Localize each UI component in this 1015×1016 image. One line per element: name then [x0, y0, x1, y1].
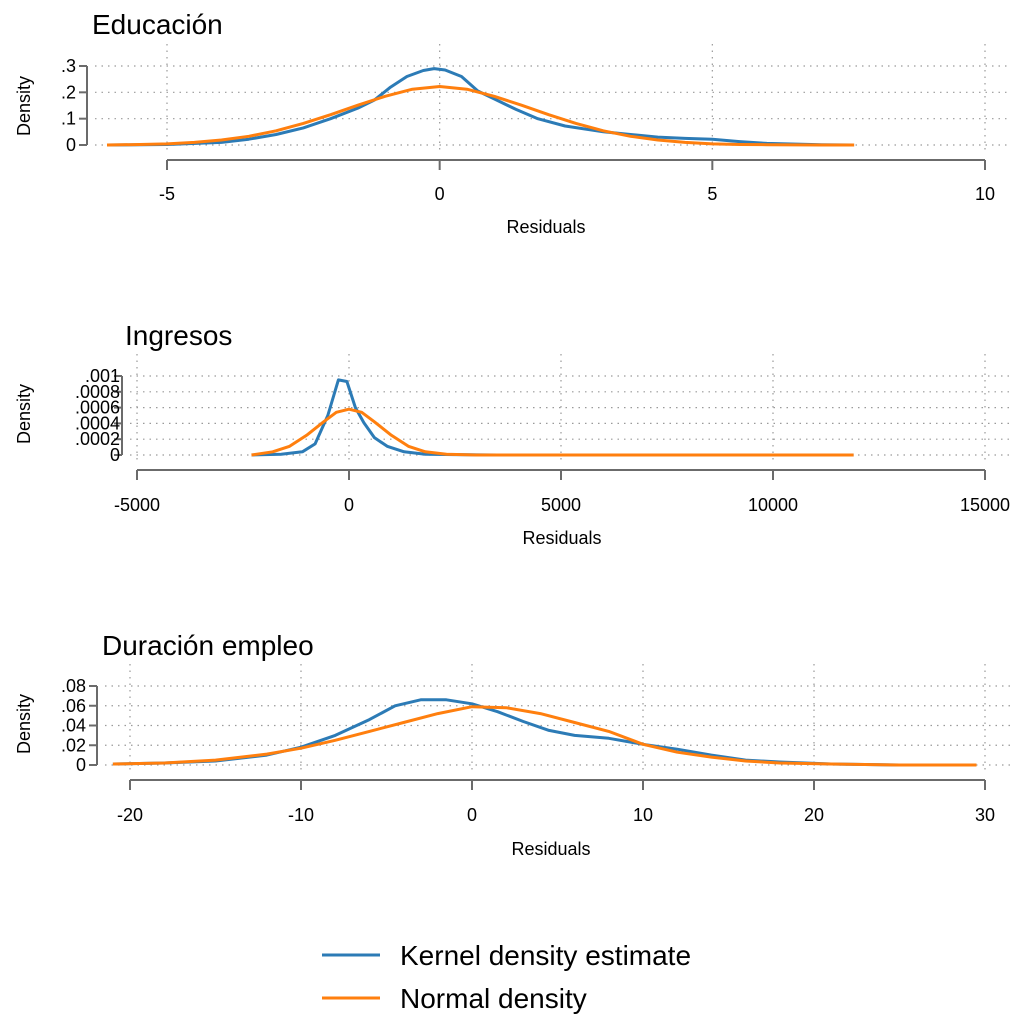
y-tick-label: .08 [61, 676, 86, 696]
y-tick-label: .02 [61, 735, 86, 755]
x-tick-label: 0 [344, 495, 354, 515]
series-line-kernel [251, 378, 854, 457]
x-axis-label: Residuals [522, 528, 601, 548]
y-tick-label: .06 [61, 696, 86, 716]
x-axis-label: Residuals [511, 839, 590, 859]
x-tick-label: 5 [707, 184, 717, 204]
panel-duracion-empleo: Duración empleo Density Residuals -20 -10… [14, 630, 1010, 859]
y-tick-label: 0 [76, 755, 86, 775]
y-axis-label: Density [14, 76, 34, 136]
panel-educacion: Educación Density Residuals -5 0 5 10 0 .1 .2.… [14, 9, 1010, 237]
y-tick-label: 0 [66, 135, 76, 155]
legend-label-kernel: Kernel density estimate [400, 940, 691, 971]
x-tick-label: 0 [467, 805, 477, 825]
panel-title: Ingresos [125, 320, 232, 351]
series-line-kernel [106, 67, 855, 147]
y-tick-label: .3 [61, 56, 76, 76]
y-axis-label: Density [14, 694, 34, 754]
y-tick-label: .0002 [75, 429, 120, 449]
y-tick-label: 0 [110, 445, 120, 465]
series-line-normal [112, 705, 977, 767]
x-tick-label: 5000 [541, 495, 581, 515]
series-line-kernel [112, 698, 977, 767]
y-tick-label: .001 [85, 366, 120, 386]
y-tick-label: .0008 [75, 382, 120, 402]
panel-ingresos: Ingresos Density Residuals -5000 0 5000 100… [14, 320, 1010, 548]
x-tick-label: -5 [159, 184, 175, 204]
x-tick-label: 10000 [748, 495, 798, 515]
x-tick-label: -5000 [114, 495, 160, 515]
x-tick-label: 30 [975, 805, 995, 825]
series-line-normal [106, 85, 855, 147]
y-tick-label: .2 [61, 82, 76, 102]
legend: Kernel density estimate Normal density [322, 940, 691, 1014]
panel-title: Educación [92, 9, 223, 40]
x-tick-label: 20 [804, 805, 824, 825]
x-tick-label: -10 [288, 805, 314, 825]
y-tick-label: .0006 [75, 398, 120, 418]
series-line-normal [251, 407, 854, 457]
x-tick-label: 15000 [960, 495, 1010, 515]
panel-title: Duración empleo [102, 630, 314, 661]
y-tick-label: .1 [61, 109, 76, 129]
x-tick-label: 10 [633, 805, 653, 825]
y-tick-label: .04 [61, 716, 86, 736]
x-tick-label: -20 [117, 805, 143, 825]
y-tick-label: .0004 [75, 413, 120, 433]
x-tick-label: 0 [435, 184, 445, 204]
y-axis-label: Density [14, 384, 34, 444]
legend-label-normal: Normal density [400, 983, 587, 1014]
x-tick-label: 10 [975, 184, 995, 204]
x-axis-label: Residuals [506, 217, 585, 237]
